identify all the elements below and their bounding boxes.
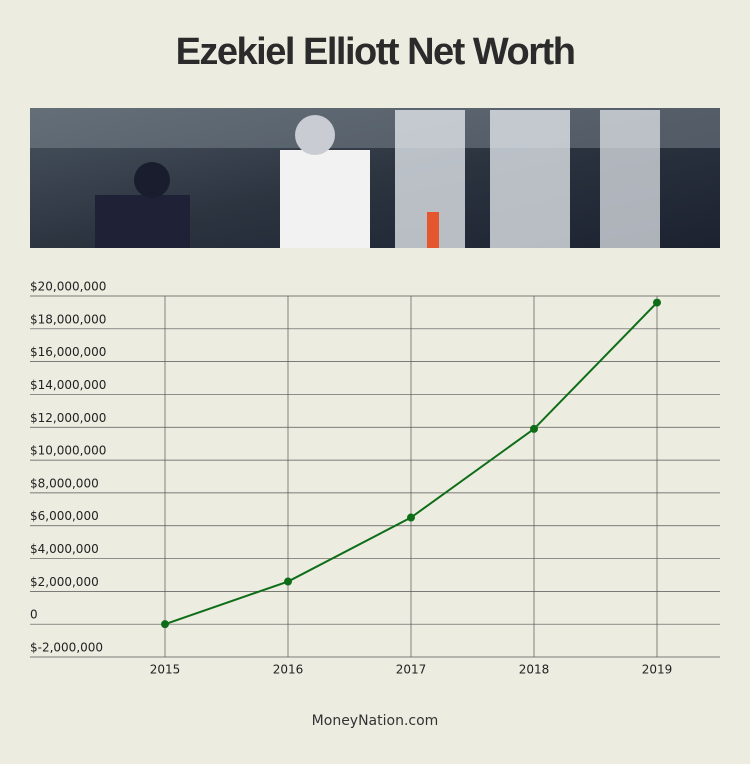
y-tick-label: $12,000,000 — [30, 411, 106, 425]
y-tick-label: $4,000,000 — [30, 542, 99, 556]
header-photo — [30, 108, 720, 248]
point — [161, 620, 169, 629]
y-tick-label: $8,000,000 — [30, 476, 99, 490]
y-tick-label: $-2,000,000 — [30, 641, 103, 655]
x-tick-label: 2018 — [519, 663, 550, 677]
y-tick-label: $2,000,000 — [30, 575, 99, 589]
y-tick-label: $16,000,000 — [30, 345, 106, 359]
point — [653, 298, 661, 307]
point — [407, 513, 415, 522]
point — [530, 424, 538, 433]
y-tick-label: $20,000,000 — [30, 280, 106, 294]
x-tick-label: 2016 — [273, 663, 304, 677]
source: MoneyNation.com — [312, 713, 439, 729]
x-tick-label: 2017 — [396, 663, 427, 677]
x-tick-label: 2015 — [150, 663, 181, 677]
y-tick-label: $6,000,000 — [30, 509, 99, 523]
y-tick-label: 0 — [30, 608, 38, 622]
y-tick-label: $10,000,000 — [30, 444, 106, 458]
x-tick-label: 2019 — [642, 663, 673, 677]
y-tick-label: $18,000,000 — [30, 312, 106, 326]
y-tick-label: $14,000,000 — [30, 378, 106, 392]
point — [284, 577, 292, 586]
chart-title: Ezekiel Elliott Net Worth — [176, 31, 575, 73]
